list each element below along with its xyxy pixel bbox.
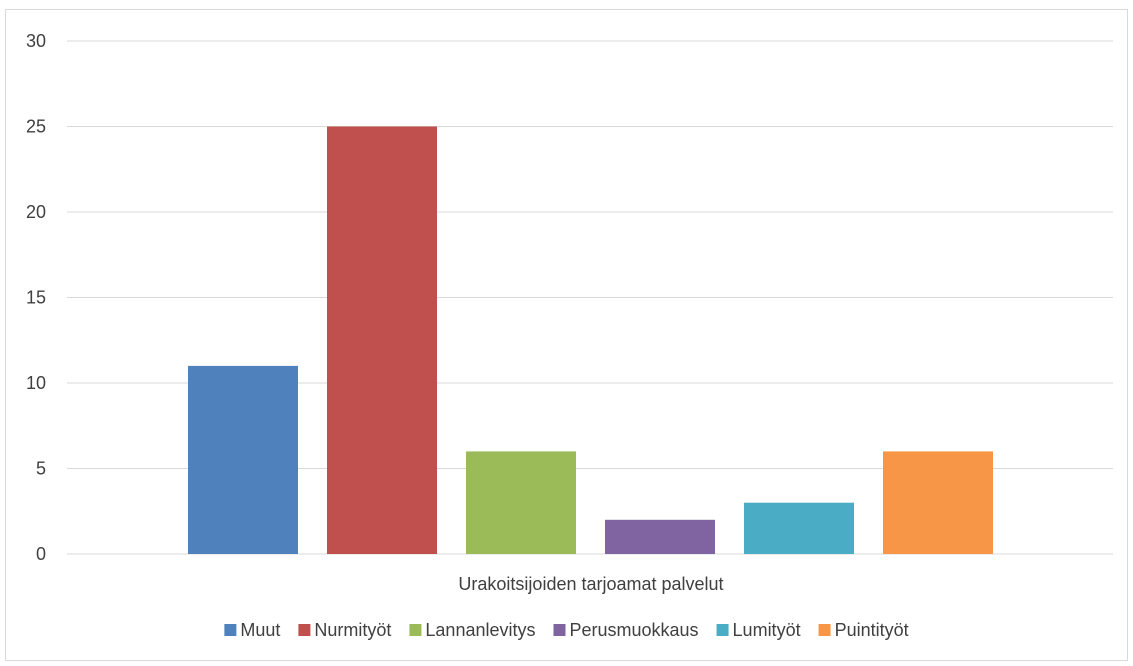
bars <box>188 126 993 554</box>
y-tick-label: 10 <box>26 373 46 393</box>
legend-label: Lumityöt <box>733 620 801 640</box>
category-label: Urakoitsijoiden tarjoamat palvelut <box>458 574 723 594</box>
y-axis-ticks: 0 5 10 15 20 25 30 <box>26 31 46 564</box>
legend-swatch-nurmityöt <box>298 624 311 636</box>
bar-puintityöt <box>883 451 993 554</box>
y-tick-label: 25 <box>26 117 46 137</box>
legend-label: Nurmityöt <box>314 620 391 640</box>
bar-lannanlevitys <box>466 451 576 554</box>
legend-label: Muut <box>240 620 280 640</box>
y-tick-label: 30 <box>26 31 46 51</box>
bar-lumityöt <box>744 502 854 554</box>
legend-swatch-muut <box>224 624 237 636</box>
bar-nurmityöt <box>327 126 437 554</box>
legend-label: Perusmuokkaus <box>569 620 698 640</box>
legend-swatch-lumityöt <box>716 624 729 636</box>
legend-label: Lannanlevitys <box>425 620 535 640</box>
legend-swatch-perusmuokkaus <box>553 624 566 636</box>
legend-swatch-puintityöt <box>818 624 831 636</box>
y-tick-label: 0 <box>36 544 46 564</box>
legend-label: Puintityöt <box>835 620 909 640</box>
y-tick-label: 5 <box>36 459 46 479</box>
bar-perusmuokkaus <box>605 519 715 554</box>
legend-swatch-lannanlevitys <box>409 624 422 636</box>
y-tick-label: 20 <box>26 202 46 222</box>
y-tick-label: 15 <box>26 288 46 308</box>
bar-muut <box>188 365 298 554</box>
legend: Muut Nurmityöt Lannanlevitys Perusmuokkaus L… <box>224 620 909 640</box>
